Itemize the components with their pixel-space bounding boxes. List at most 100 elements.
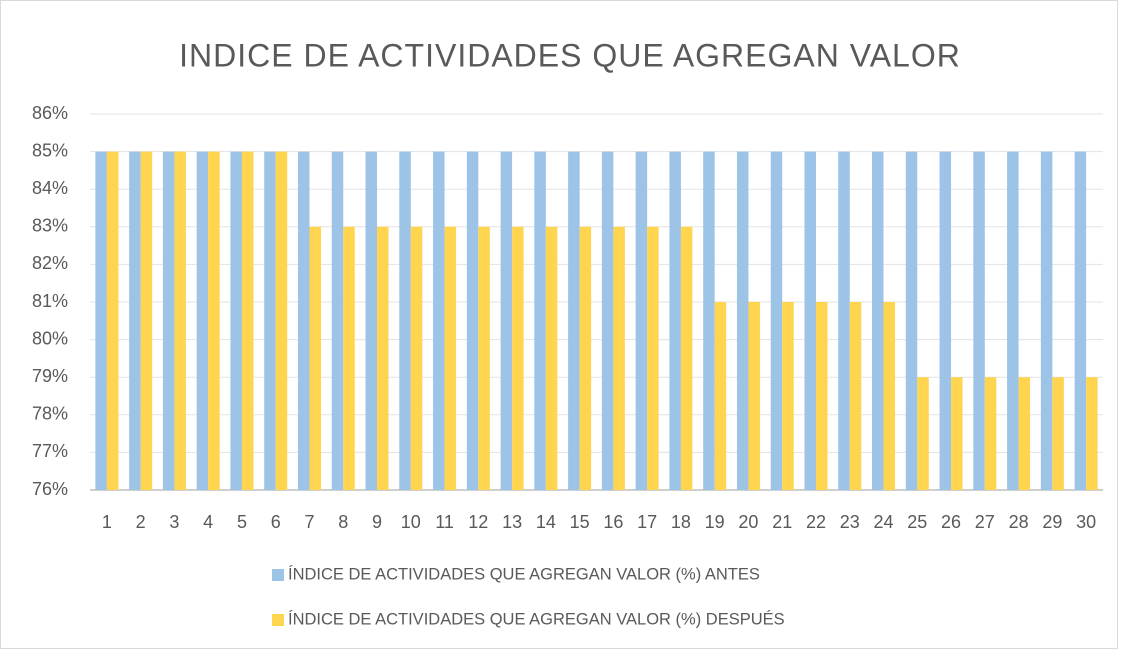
x-tick-label: 12: [468, 512, 488, 532]
bar: [162, 151, 175, 490]
x-tick-label: 2: [136, 512, 146, 532]
bar: [264, 151, 276, 490]
bar: [680, 226, 693, 491]
y-tick-label: 76%: [32, 479, 68, 499]
x-tick-label: 20: [738, 512, 758, 532]
x-tick-label: 5: [237, 512, 247, 532]
x-tick-label: 9: [372, 512, 382, 532]
x-tick-label: 1: [102, 512, 112, 532]
bar: [444, 226, 457, 491]
legend-label: ÍNDICE DE ACTIVIDADES QUE AGREGAN VALOR …: [288, 564, 760, 583]
x-tick-label: 17: [637, 512, 657, 532]
bar: [545, 226, 558, 491]
x-tick-label: 30: [1076, 512, 1096, 532]
bar: [939, 151, 952, 490]
x-tick-label: 13: [502, 512, 522, 532]
bar: [815, 302, 828, 490]
y-tick-label: 85%: [32, 140, 68, 160]
bar: [275, 151, 288, 490]
bar: [647, 226, 659, 491]
bar: [703, 151, 715, 490]
legend-swatch: [272, 569, 284, 581]
x-tick-label: 23: [840, 512, 860, 532]
bar: [129, 151, 141, 490]
bar: [433, 151, 445, 490]
bar: [343, 226, 355, 491]
bar: [613, 226, 625, 491]
bar: [297, 151, 310, 490]
x-tick-label: 3: [169, 512, 179, 532]
x-tick-label: 18: [671, 512, 691, 532]
x-tick-label: 10: [401, 512, 421, 532]
bar: [782, 302, 794, 490]
bar: [917, 377, 929, 490]
y-tick-label: 86%: [32, 103, 68, 123]
bar: [905, 151, 918, 490]
x-tick-label: 25: [907, 512, 927, 532]
chart-title: INDICE DE ACTIVIDADES QUE AGREGAN VALOR: [179, 37, 961, 73]
x-tick-label: 28: [1009, 512, 1029, 532]
x-tick-label: 27: [975, 512, 995, 532]
y-tick-label: 78%: [32, 404, 68, 424]
bar: [230, 151, 242, 490]
bar: [973, 151, 985, 490]
y-tick-label: 80%: [32, 328, 68, 348]
bar: [951, 377, 963, 490]
y-tick-label: 77%: [32, 441, 68, 461]
bar: [568, 151, 580, 490]
bar: [635, 151, 648, 490]
bar: [883, 302, 896, 490]
bar: [601, 151, 614, 490]
x-tick-label: 7: [304, 512, 314, 532]
x-tick-label: 8: [338, 512, 348, 532]
bar: [478, 226, 490, 491]
bar: [241, 151, 254, 490]
x-tick-label: 6: [271, 512, 281, 532]
bar: [838, 151, 850, 490]
x-tick-label: 15: [570, 512, 590, 532]
bar: [736, 151, 749, 490]
bar: [466, 151, 479, 490]
y-tick-label: 84%: [32, 178, 68, 198]
legend-label: ÍNDICE DE ACTIVIDADES QUE AGREGAN VALOR …: [288, 609, 785, 628]
x-tick-label: 16: [603, 512, 623, 532]
bar: [849, 302, 862, 490]
x-tick-label: 24: [874, 512, 894, 532]
bar: [140, 151, 153, 490]
bar: [95, 151, 107, 490]
bar: [512, 226, 524, 491]
x-tick-label: 11: [435, 512, 454, 532]
x-tick-label: 14: [536, 512, 556, 532]
bar: [365, 151, 378, 490]
bar: [984, 377, 997, 490]
bar: [399, 151, 411, 490]
bar: [1074, 151, 1087, 490]
x-tick-label: 21: [772, 512, 792, 532]
bar: [804, 151, 816, 490]
bar: [534, 151, 546, 490]
bar: [410, 226, 423, 491]
bar: [106, 151, 119, 490]
x-tick-label: 26: [941, 512, 961, 532]
bar: [331, 151, 344, 490]
bar: [1007, 151, 1019, 490]
x-tick-label: 29: [1042, 512, 1062, 532]
bar: [174, 151, 186, 490]
bar: [208, 151, 220, 490]
y-tick-label: 83%: [32, 216, 68, 236]
bar: [872, 151, 884, 490]
legend-swatch: [272, 614, 284, 626]
bar: [770, 151, 783, 490]
y-tick-label: 82%: [32, 253, 68, 273]
x-tick-label: 4: [203, 512, 213, 532]
bar: [500, 151, 513, 490]
bar: [1086, 377, 1098, 490]
x-tick-label: 22: [806, 512, 826, 532]
bar: [748, 302, 760, 490]
x-tick-label: 19: [705, 512, 725, 532]
bar: [196, 151, 209, 490]
bar: [377, 226, 389, 491]
bar: [1040, 151, 1053, 490]
